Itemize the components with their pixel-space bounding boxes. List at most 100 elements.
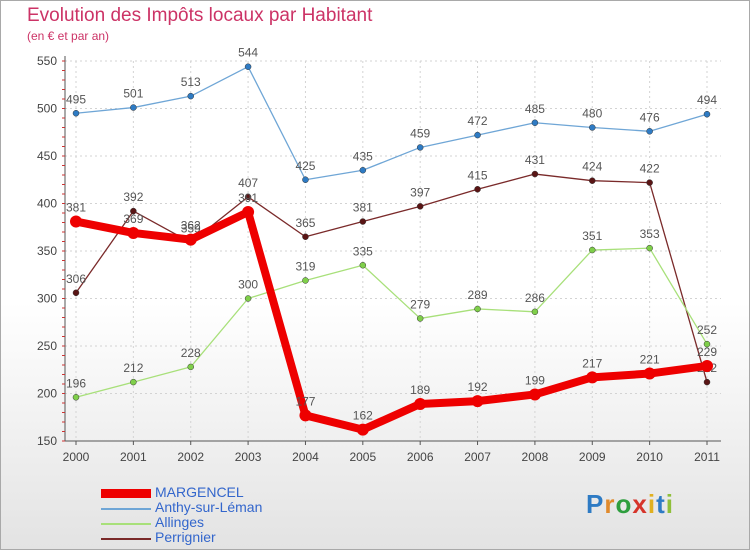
legend-swatch-margencel	[101, 489, 151, 498]
data-label: 286	[525, 291, 545, 305]
data-point	[703, 340, 711, 348]
data-point	[646, 128, 653, 135]
data-label: 221	[640, 353, 660, 367]
legend-swatch-allinges	[101, 523, 151, 525]
data-point	[416, 203, 424, 210]
data-point	[72, 110, 80, 117]
logo-letter: o	[615, 489, 633, 519]
series-line	[75, 247, 708, 398]
data-point	[703, 110, 711, 118]
y-tick-label: 400	[37, 197, 57, 211]
data-point	[130, 104, 137, 111]
data-point	[589, 177, 596, 184]
data-label: 228	[181, 346, 201, 360]
data-point	[471, 395, 484, 408]
legend-swatch-anthy	[101, 508, 151, 510]
data-point	[127, 226, 140, 239]
data-label: 415	[468, 168, 488, 182]
data-label: 177	[295, 394, 315, 408]
data-point	[416, 315, 424, 322]
data-label: 425	[295, 159, 315, 173]
data-point	[70, 215, 82, 228]
chart-subtitle: (en € et par an)	[27, 29, 110, 43]
data-label: 353	[640, 227, 660, 241]
data-point	[130, 207, 137, 215]
data-point	[359, 262, 367, 269]
legend: MARGENCEL Anthy-sur-Léman Allinges Perri…	[101, 484, 361, 546]
legend-item-anthy: Anthy-sur-Léman	[101, 499, 361, 516]
data-label: 459	[410, 126, 430, 140]
data-label: 306	[66, 272, 86, 286]
logo-letter: i	[647, 489, 657, 519]
data-point	[703, 378, 711, 386]
x-tick-label: 2006	[407, 450, 434, 464]
legend-item-allinges: Allinges	[101, 515, 361, 531]
data-label: 494	[697, 93, 717, 107]
data-point	[359, 167, 367, 174]
data-label: 335	[353, 244, 373, 258]
data-label: 501	[123, 87, 143, 101]
data-point	[528, 388, 541, 401]
data-point	[701, 359, 713, 372]
data-label: 351	[582, 229, 602, 243]
data-label: 424	[582, 160, 602, 174]
data-point	[589, 246, 596, 254]
data-label: 217	[582, 356, 602, 370]
data-label: 229	[697, 345, 717, 359]
legend-label-margencel: MARGENCEL	[155, 484, 244, 500]
chart-title: Evolution des Impôts locaux par Habitant	[27, 5, 373, 26]
data-point	[187, 92, 194, 100]
data-point	[244, 63, 252, 70]
data-label: 495	[66, 92, 86, 106]
data-label: 196	[66, 376, 86, 390]
data-point	[187, 363, 194, 371]
data-point	[646, 179, 653, 186]
data-point	[184, 233, 197, 246]
y-tick-label: 550	[37, 54, 57, 68]
data-label: 431	[525, 153, 545, 167]
data-point	[299, 409, 312, 422]
data-point	[414, 397, 427, 410]
logo-letter: r	[604, 489, 616, 519]
x-tick-label: 2003	[235, 450, 262, 464]
data-point	[244, 193, 252, 201]
series-line	[72, 208, 711, 434]
data-label: 381	[66, 201, 86, 215]
data-label: 391	[238, 191, 258, 205]
data-point	[586, 371, 599, 384]
logo-letter: i	[665, 489, 674, 519]
y-tick-label: 350	[37, 244, 57, 258]
y-tick-label: 150	[37, 434, 57, 448]
data-point	[474, 305, 481, 313]
x-tick-label: 2004	[292, 450, 319, 464]
x-tick-label: 2002	[177, 450, 204, 464]
data-point	[531, 170, 539, 178]
series-line	[75, 173, 708, 383]
data-point	[244, 295, 252, 302]
data-point	[589, 124, 596, 131]
data-point	[646, 244, 653, 252]
legend-label-perrignier: Perrignier	[155, 529, 216, 545]
data-label: 319	[295, 259, 315, 273]
x-tick-label: 2007	[464, 450, 491, 464]
data-label: 162	[353, 409, 373, 423]
data-label: 252	[697, 323, 717, 337]
y-tick-label: 250	[37, 339, 57, 353]
data-point	[356, 423, 369, 436]
data-label: 365	[295, 216, 315, 230]
data-label: 435	[353, 149, 373, 163]
logo-letter: P	[586, 489, 605, 519]
x-tick-label: 2000	[63, 450, 90, 464]
x-tick-label: 2011	[694, 450, 720, 464]
data-label: 289	[468, 288, 488, 302]
data-point	[302, 277, 309, 284]
logo-letter: t	[656, 489, 666, 519]
data-label: 369	[123, 212, 143, 226]
data-point	[130, 378, 137, 386]
data-point	[302, 233, 309, 240]
legend-label-anthy: Anthy-sur-Léman	[155, 499, 263, 515]
data-point	[416, 144, 424, 151]
data-label: 472	[468, 114, 488, 128]
legend-item-perrignier: Perrignier	[101, 529, 361, 546]
